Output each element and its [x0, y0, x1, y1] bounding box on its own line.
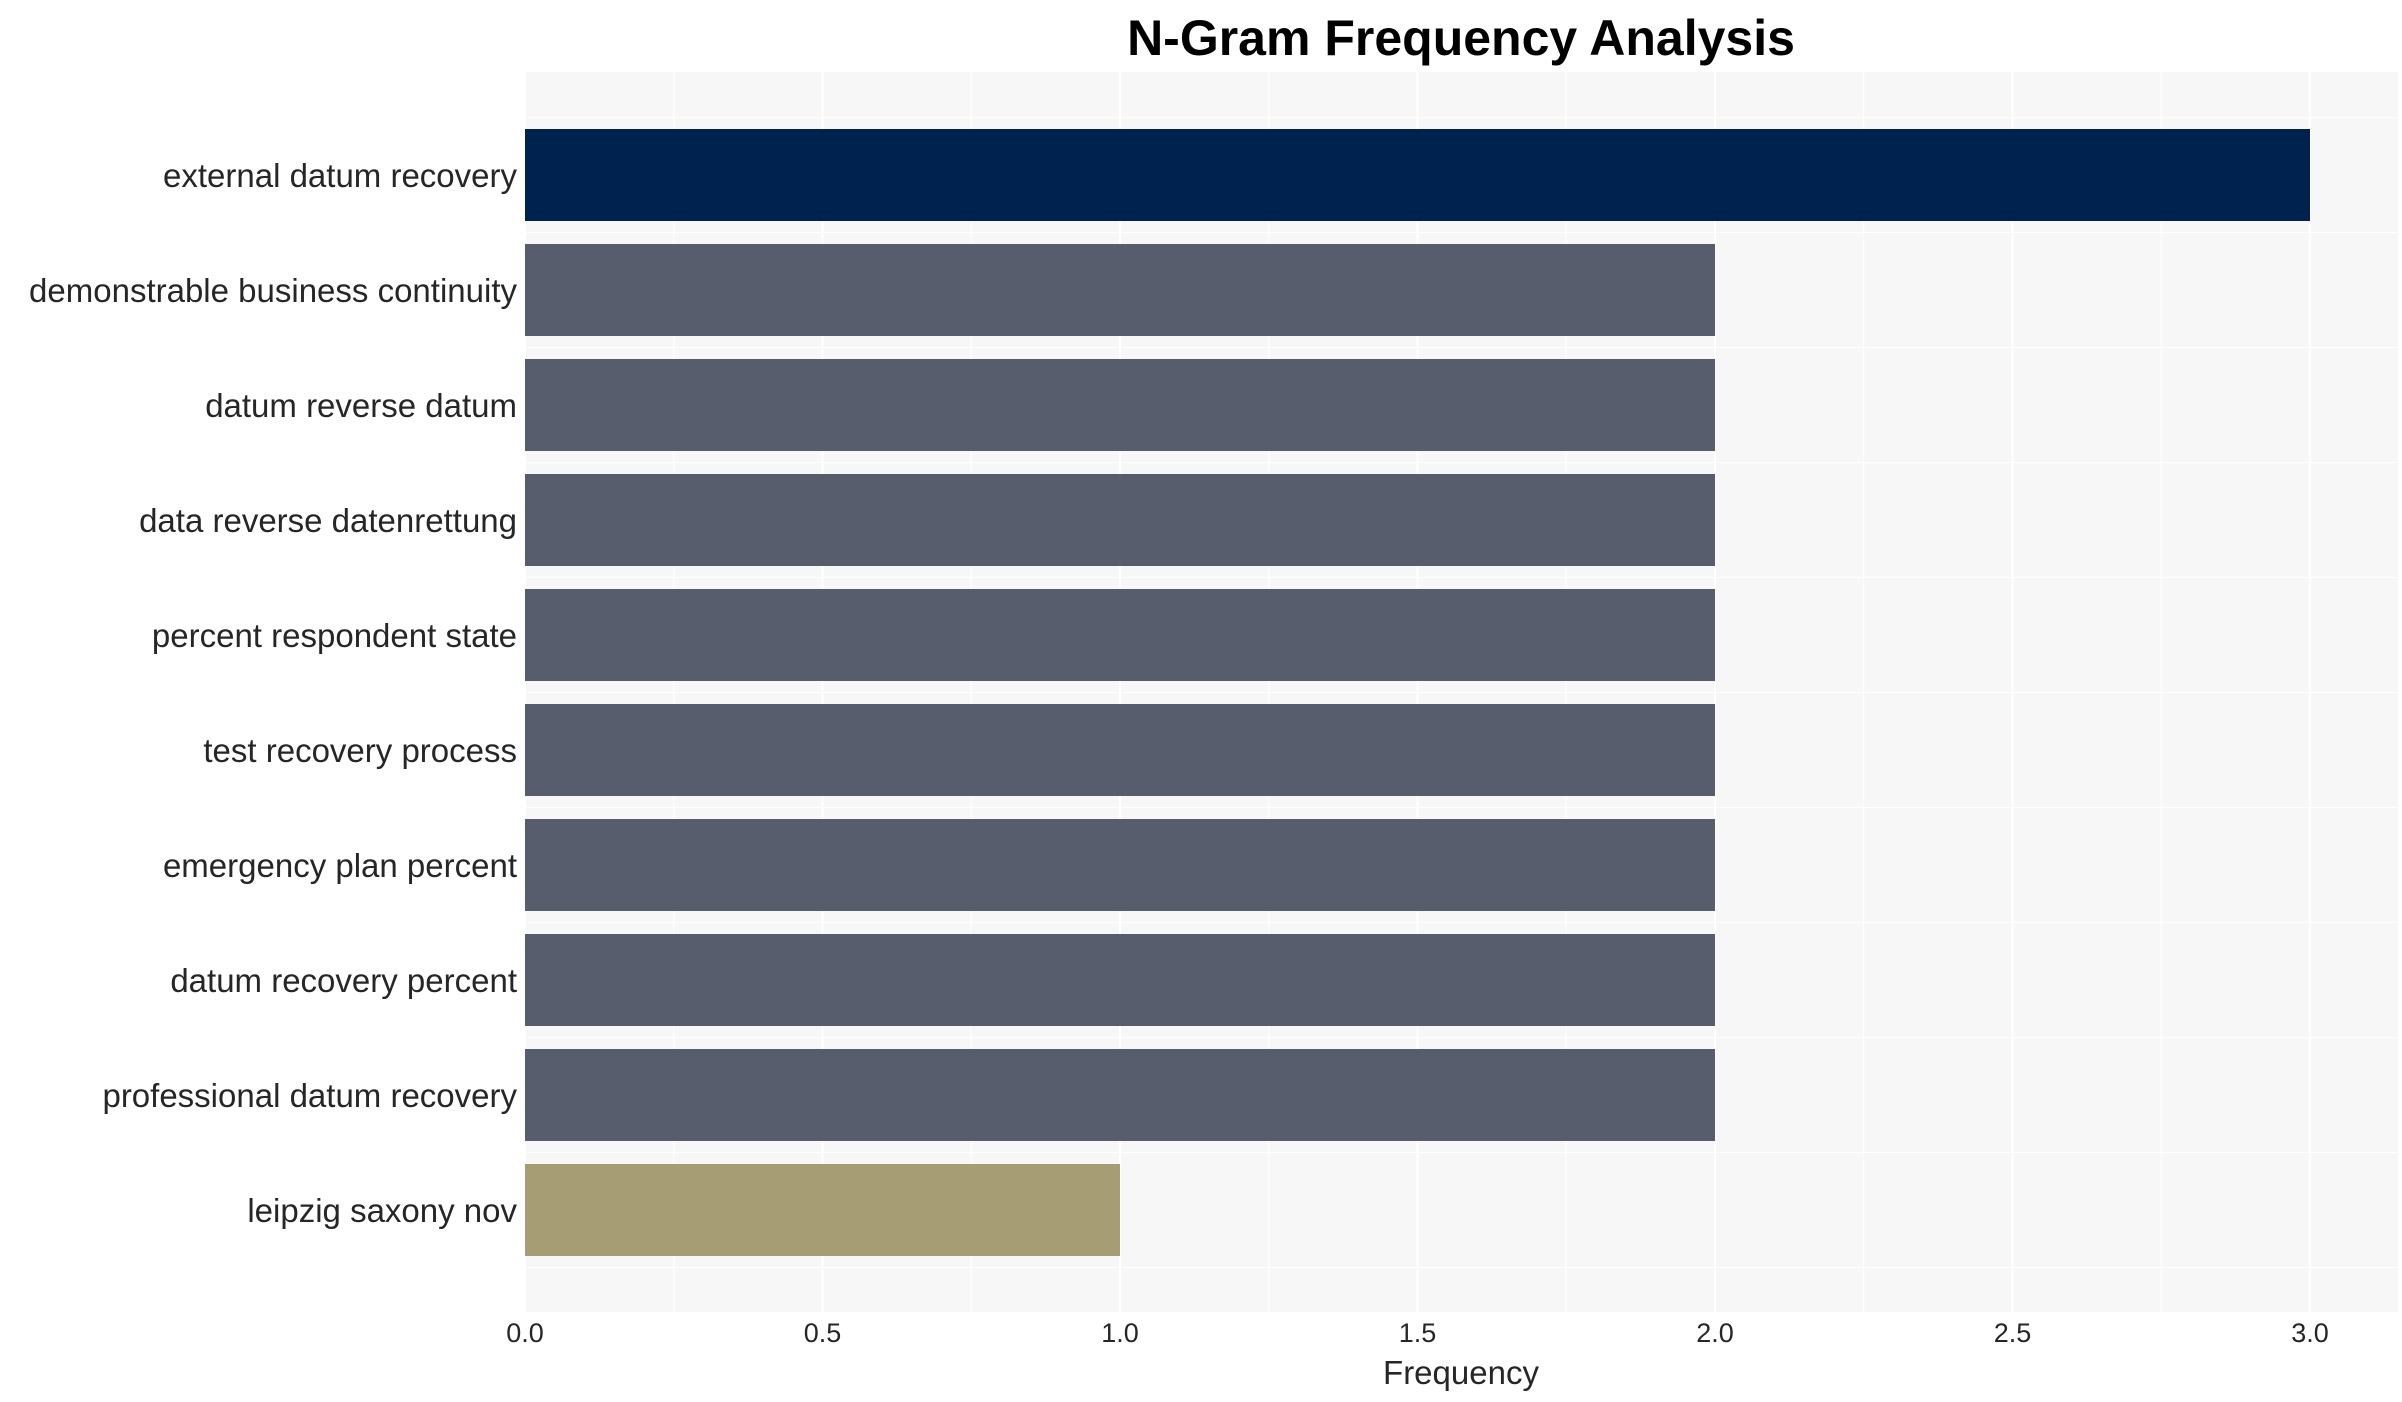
x-tick-label: 1.0 [1101, 1318, 1139, 1348]
bar-emergency-plan-percent [525, 819, 1715, 911]
category-label: data reverse datenrettung [139, 502, 517, 539]
x-tick-label: 3.0 [2291, 1318, 2329, 1348]
bar-test-recovery-process [525, 704, 1715, 796]
bar-demonstrable-business-continuity [525, 244, 1715, 336]
bar-percent-respondent-state [525, 589, 1715, 681]
category-label: test recovery process [203, 732, 517, 769]
category-label: leipzig saxony nov [247, 1192, 517, 1229]
category-label: percent respondent state [152, 617, 517, 654]
category-label: datum reverse datum [205, 387, 517, 424]
x-tick-label: 0.5 [804, 1318, 842, 1348]
category-labels: external datum recovery demonstrable busi… [29, 157, 517, 1229]
x-tick-label: 1.5 [1399, 1318, 1437, 1348]
bar-leipzig-saxony-nov [525, 1164, 1120, 1256]
x-axis-title: Frequency [1383, 1354, 1539, 1391]
category-label: datum recovery percent [170, 962, 517, 999]
x-tick-label: 2.0 [1696, 1318, 1734, 1348]
x-tick-labels: 0.0 0.5 1.0 1.5 2.0 2.5 3.0 [506, 1318, 2329, 1348]
bar-professional-datum-recovery [525, 1049, 1715, 1141]
x-tick-label: 2.5 [1994, 1318, 2032, 1348]
category-label: professional datum recovery [102, 1077, 517, 1114]
category-label: emergency plan percent [163, 847, 517, 884]
x-tick-label: 0.0 [506, 1318, 544, 1348]
bar-data-reverse-datenrettung [525, 474, 1715, 566]
chart-title: N-Gram Frequency Analysis [1127, 10, 1795, 66]
category-label: demonstrable business continuity [29, 272, 517, 309]
bars [525, 129, 2310, 1256]
bar-external-datum-recovery [525, 129, 2310, 221]
category-label: external datum recovery [163, 157, 517, 194]
bar-datum-recovery-percent [525, 934, 1715, 1026]
bar-datum-reverse-datum [525, 359, 1715, 451]
